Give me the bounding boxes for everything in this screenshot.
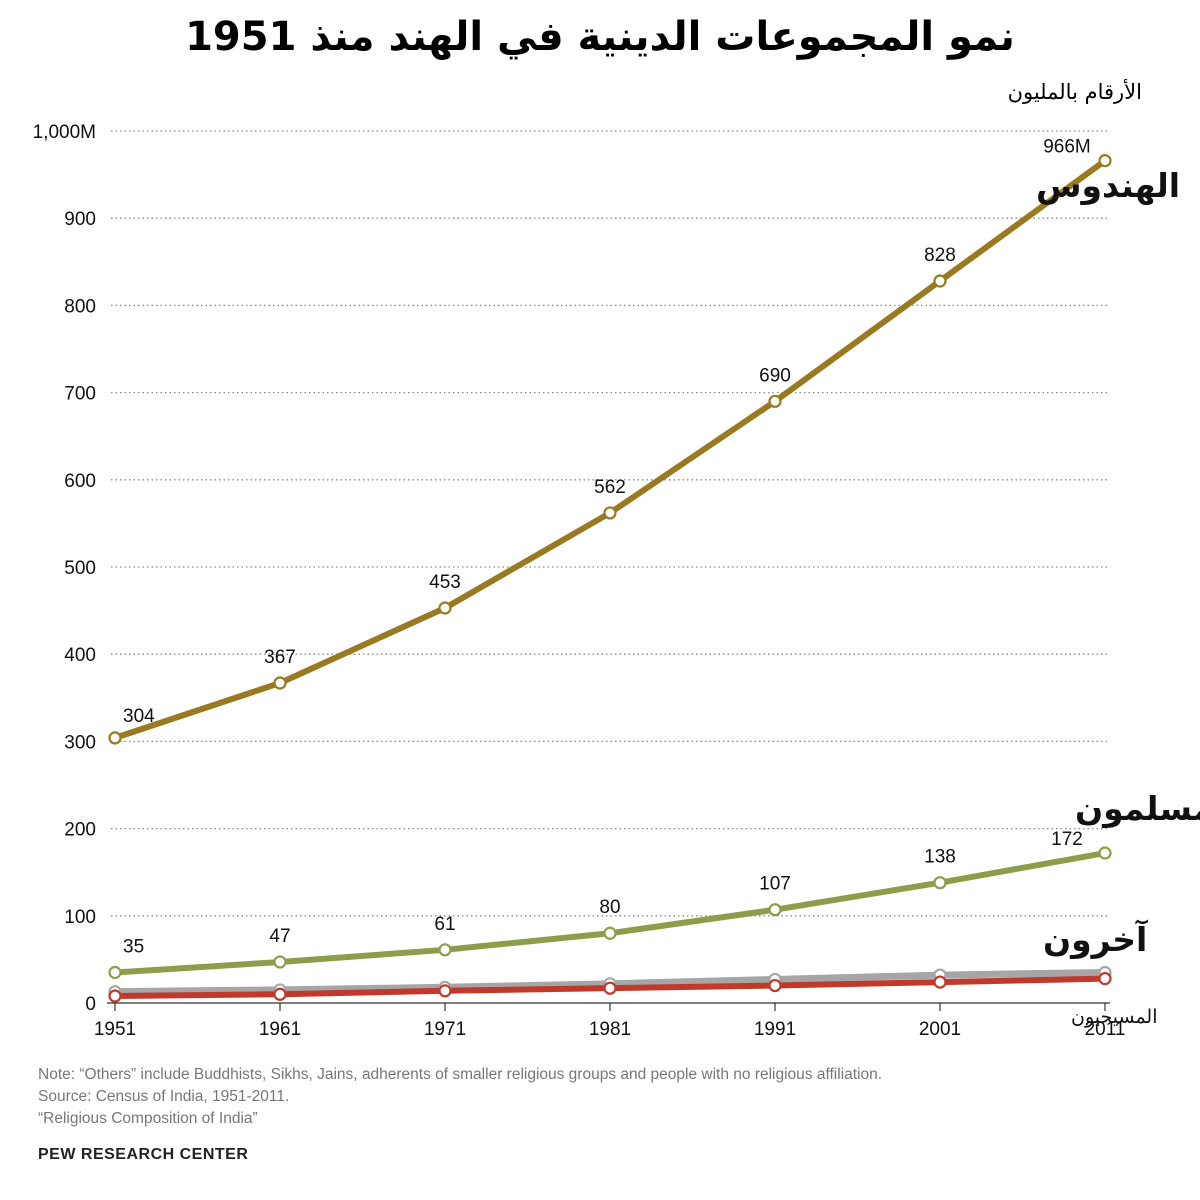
data-point	[933, 975, 947, 989]
data-label: 828	[924, 245, 956, 266]
data-point	[438, 943, 452, 957]
data-point	[768, 978, 782, 993]
data-label: 80	[599, 897, 620, 918]
data-label: 138	[924, 847, 956, 868]
data-point	[108, 965, 122, 980]
x-axis-ticks: 1951 1961 1971 1981 1991 2001 2011	[94, 1003, 1126, 1040]
data-label: 562	[594, 477, 626, 498]
y-tick-label: 0	[85, 994, 96, 1015]
data-point	[933, 274, 947, 288]
data-point	[1098, 971, 1112, 986]
y-tick-label: 700	[64, 384, 96, 405]
data-point	[273, 676, 287, 690]
data-point	[603, 506, 617, 520]
data-point	[108, 731, 122, 745]
data-point	[273, 955, 287, 969]
data-label: 304	[123, 706, 155, 727]
gridlines	[107, 130, 1110, 1004]
x-tick-label: 1981	[589, 1019, 631, 1040]
y-tick-label: 800	[64, 296, 96, 317]
series-name-label: آخرون	[1043, 919, 1148, 960]
y-tick-label: 1,000M	[33, 122, 96, 143]
data-labels: 304 367 453 562 690 828 966M 35 47 61 80 107 138 172	[123, 137, 1091, 958]
chart-title: نمو المجموعات الدينية في الهند منذ 1951	[185, 14, 1015, 60]
data-label: 172	[1051, 829, 1083, 850]
y-tick-label: 500	[64, 558, 96, 579]
data-point	[108, 989, 122, 1003]
y-axis-ticks: 0 100 200 300 400 500 600 700 800 900 1,000M	[33, 122, 96, 1015]
data-label: 107	[759, 874, 791, 895]
y-tick-label: 300	[64, 732, 96, 753]
series-name-label: الهندوس	[1036, 166, 1180, 206]
x-tick-label: 1991	[754, 1019, 796, 1040]
x-tick-label: 2011	[1085, 1019, 1126, 1040]
data-point	[768, 394, 782, 408]
y-tick-label: 900	[64, 209, 96, 230]
data-label: 966M	[1043, 137, 1091, 158]
data-point	[273, 987, 287, 1001]
series-lines	[111, 157, 1109, 1000]
data-point	[438, 984, 452, 998]
brand-logo-text: PEW RESEARCH CENTER	[38, 1146, 249, 1163]
footer-source: Source: Census of India, 1951-2011.	[38, 1088, 290, 1105]
data-point	[768, 903, 782, 917]
data-label: 690	[759, 365, 791, 386]
y-tick-label: 400	[64, 645, 96, 666]
data-point	[1098, 846, 1112, 860]
x-tick-label: 2001	[919, 1019, 961, 1040]
series-points	[108, 154, 1112, 1003]
y-tick-label: 100	[64, 907, 96, 928]
data-label: 35	[123, 936, 144, 957]
data-point	[603, 926, 617, 940]
chart-subtitle: الأرقام بالمليون	[1007, 80, 1142, 104]
series-labels: الهندوس المسلمون آخرون المسيحيون	[1036, 166, 1200, 1028]
data-point	[438, 601, 452, 615]
x-tick-label: 1961	[259, 1019, 301, 1040]
data-label: 61	[434, 914, 455, 935]
data-point	[1098, 154, 1112, 168]
data-label: 367	[264, 647, 296, 668]
x-tick-label: 1971	[424, 1019, 466, 1040]
data-point	[933, 876, 947, 890]
data-label: 453	[429, 572, 461, 593]
x-tick-label: 1951	[94, 1019, 136, 1040]
series-name-label: المسيحيون	[1071, 1006, 1158, 1028]
y-tick-label: 200	[64, 820, 96, 841]
y-tick-label: 600	[64, 471, 96, 492]
footer-note: Note: “Others” include Buddhists, Sikhs,…	[38, 1066, 883, 1083]
data-label: 47	[269, 926, 290, 947]
footer-report: “Religious Composition of India”	[38, 1110, 258, 1127]
series-name-label: المسلمون	[1075, 789, 1200, 829]
data-point	[603, 981, 617, 995]
